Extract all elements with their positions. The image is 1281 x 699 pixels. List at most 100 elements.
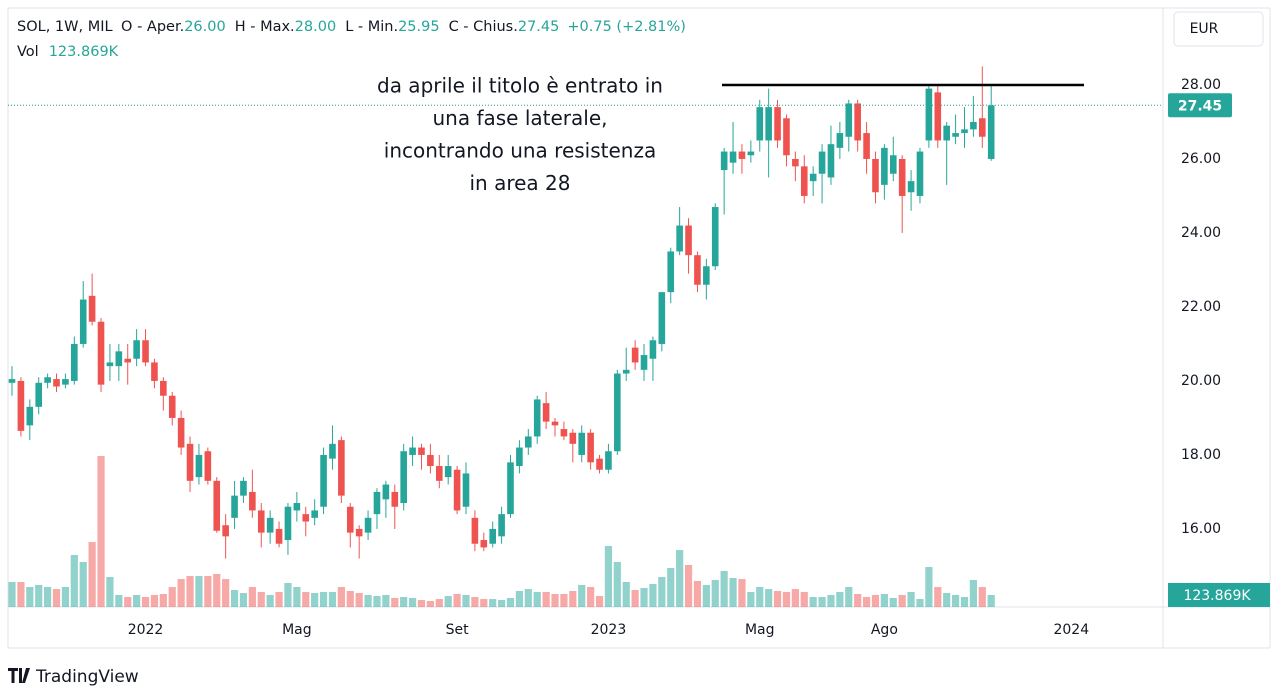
volume-bar (969, 580, 977, 607)
volume-bar (943, 593, 951, 607)
y-tick-label: 18.00 (1181, 447, 1221, 463)
candle-body (329, 443, 336, 459)
volume-bar (453, 593, 461, 607)
volume-bar (61, 587, 70, 607)
volume-bar (79, 561, 87, 607)
y-tick-label: 24.00 (1181, 225, 1221, 241)
volume-bar (498, 600, 506, 607)
volume-bar (791, 589, 799, 607)
volume-bar (311, 593, 319, 607)
volume-bar (97, 456, 105, 607)
candle-body (800, 166, 808, 196)
volume-bar (578, 584, 586, 607)
volume-bar (373, 596, 381, 607)
candle-body (453, 469, 461, 511)
candle-body (729, 151, 737, 163)
volume-bar (284, 583, 292, 607)
price-tag-label: 27.45 (1178, 98, 1222, 114)
candle-body (204, 451, 212, 481)
candle-body (115, 351, 123, 367)
volume-bar (569, 590, 577, 607)
volume-bar (328, 591, 337, 607)
volume-bar (889, 597, 897, 607)
volume-bar (133, 594, 141, 607)
volume-bar (676, 550, 684, 607)
candle-body (26, 406, 34, 426)
candle-body (818, 151, 826, 174)
field-label: O - Aper. (121, 19, 184, 35)
candle-body (53, 379, 60, 387)
volume-bar (533, 591, 541, 607)
volume-bar (115, 594, 123, 607)
volume-bar (222, 579, 230, 607)
volume-bar (524, 589, 532, 607)
candle-body (124, 358, 132, 363)
volume-bar (693, 580, 702, 607)
candle-body (711, 207, 719, 267)
volume-bar (871, 594, 880, 607)
currency-button[interactable] (1173, 11, 1264, 47)
volume-bar (738, 579, 746, 607)
volume-bar (26, 587, 34, 607)
volume-value: 123.869K (49, 44, 119, 60)
volume-bar (613, 561, 621, 607)
volume-bar (756, 587, 764, 607)
candle-body (79, 299, 87, 344)
volume-bar (195, 576, 203, 607)
volume-bar (667, 567, 675, 607)
volume-bar (925, 567, 933, 607)
candle-body (631, 347, 639, 363)
candle-body (516, 447, 523, 467)
y-tick-label: 26.00 (1181, 151, 1221, 167)
candle-body (186, 443, 194, 481)
candle-body (489, 528, 496, 544)
candle-body (480, 540, 488, 548)
volume-bar (88, 541, 96, 607)
volume-bar (70, 554, 78, 607)
candle-body (8, 379, 16, 383)
volume-bar (426, 600, 434, 607)
change: +0.75 (+2.81%) (567, 19, 686, 35)
volume-bar (408, 597, 417, 607)
candle-body (605, 451, 612, 470)
volume-bar (729, 577, 737, 607)
brand-logo (8, 668, 30, 683)
candle-body (694, 255, 701, 285)
currency[interactable]: EUR (1190, 21, 1219, 37)
candle-body (765, 107, 772, 141)
candle-body (533, 399, 541, 437)
candle-body (676, 225, 683, 252)
volume-bar (747, 591, 755, 607)
candle-body (35, 382, 43, 407)
x-tick-label: Set (446, 622, 470, 638)
volume-bar (17, 581, 25, 607)
volume-tag (1168, 582, 1270, 607)
x-tick-label: 2024 (1053, 622, 1089, 638)
volume-pane (8, 456, 995, 607)
candle-body (275, 528, 283, 544)
candle-body (257, 510, 265, 533)
volume-bar (862, 597, 871, 607)
candle-body (400, 451, 407, 504)
volume-bar (640, 587, 648, 607)
candle-body (792, 158, 799, 167)
volume-bar (266, 594, 274, 607)
candle-body (943, 125, 950, 141)
volume-bar (319, 591, 328, 607)
volume-bar (52, 589, 61, 607)
candle-body (62, 379, 69, 385)
volume-bar (782, 591, 791, 607)
field-value: 25.95 (398, 19, 440, 35)
volume-bar (880, 593, 888, 607)
volume-bar (765, 589, 773, 607)
y-tick-label: 16.00 (1181, 521, 1221, 537)
candle-body (213, 480, 221, 531)
candle-body (961, 129, 968, 134)
field-label: C - Chius. (449, 19, 518, 35)
candle-body (952, 133, 959, 137)
candle-body (498, 514, 505, 537)
volume-bar (355, 593, 363, 607)
volume-bar (800, 591, 808, 607)
candle-body (71, 343, 78, 381)
